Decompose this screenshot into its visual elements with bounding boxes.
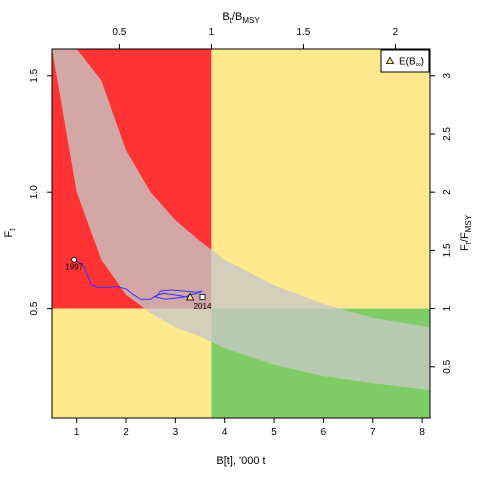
right-tick-label: 3 — [442, 73, 453, 79]
right-tick-label: 0.5 — [442, 359, 453, 373]
x-tick-label: 1 — [74, 427, 80, 438]
x-tick-label: 8 — [419, 427, 425, 438]
start-point-label: 1997 — [65, 263, 83, 272]
top-tick-label: 2 — [393, 27, 399, 38]
x-tick-label: 7 — [370, 427, 376, 438]
right-axis-label: Ft/FMSY — [459, 214, 473, 251]
x-tick-label: 2 — [123, 427, 129, 438]
y-tick-label: 1.0 — [29, 185, 40, 199]
x-tick-label: 4 — [222, 427, 228, 438]
x-tick-label: 5 — [271, 427, 277, 438]
plot-frame — [51, 48, 431, 419]
plot-area-layer: 1997 2014 — [52, 49, 430, 418]
top-tick-label: 0.5 — [112, 27, 126, 38]
top-tick-label: 1.5 — [296, 27, 310, 38]
x-tick-label: 6 — [321, 427, 327, 438]
trajectory-line — [73, 259, 203, 300]
right-tick-label: 1 — [442, 305, 453, 311]
start-point-marker — [71, 256, 78, 263]
top-axis-label: Bt/BMSY — [222, 11, 260, 25]
right-tick-label: 2 — [442, 189, 453, 195]
end-point-marker — [199, 294, 206, 300]
zone-yellow-upper — [211, 49, 430, 309]
top-tick-label: 1 — [209, 27, 215, 38]
y-tick-label: 1.5 — [29, 68, 40, 82]
axes-layer: 1 2 3 4 5 6 7 8 0.5 1.0 1.5 0.5 1 1.5 2 0.5 1 1.5 2 2.5 3 — [29, 27, 453, 438]
x-tick-label: 3 — [173, 427, 179, 438]
right-tick-label: 2.5 — [442, 127, 453, 141]
right-tick-label: 1.5 — [442, 243, 453, 257]
x-axis-label: B[t], '000 t — [216, 455, 265, 467]
legend-label: E(B∞) — [399, 57, 424, 69]
expected-point-marker — [186, 292, 195, 301]
y-axis-label: Ft — [3, 228, 17, 238]
confidence-band — [52, 49, 430, 391]
legend-box — [380, 49, 430, 73]
legend: E(B∞) — [380, 49, 430, 73]
end-point-label: 2014 — [194, 302, 212, 311]
y-tick-label: 0.5 — [29, 301, 40, 315]
legend-triangle-marker — [385, 56, 395, 64]
